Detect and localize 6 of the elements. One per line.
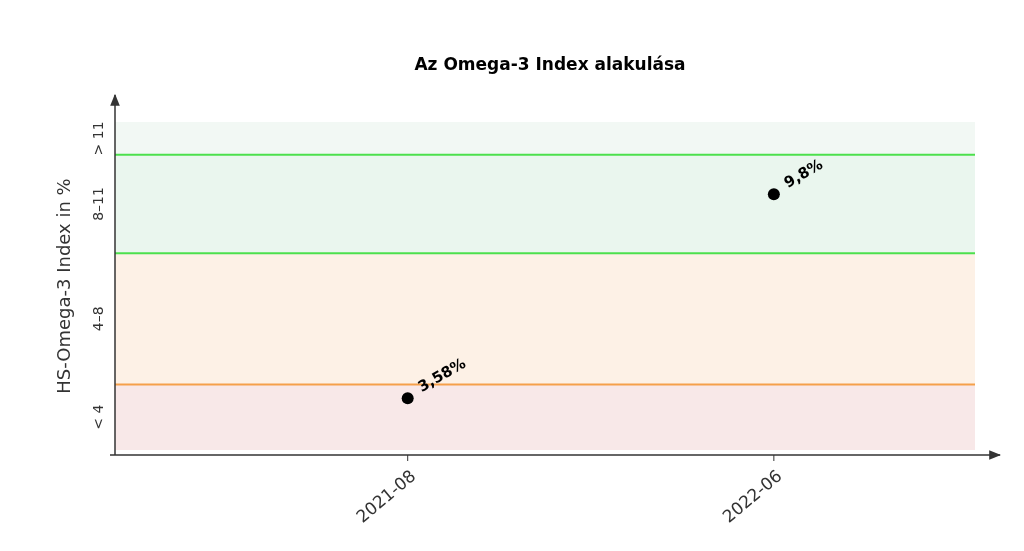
band-label: 4–8: [90, 306, 106, 332]
chart-title: Az Omega-3 Index alakulása: [414, 54, 686, 74]
y-axis-title: HS-Omega-3 Index in %: [53, 178, 74, 394]
band-label: 8–11: [90, 187, 106, 221]
band-label: < 4: [90, 404, 106, 430]
band-label: > 11: [90, 121, 106, 156]
